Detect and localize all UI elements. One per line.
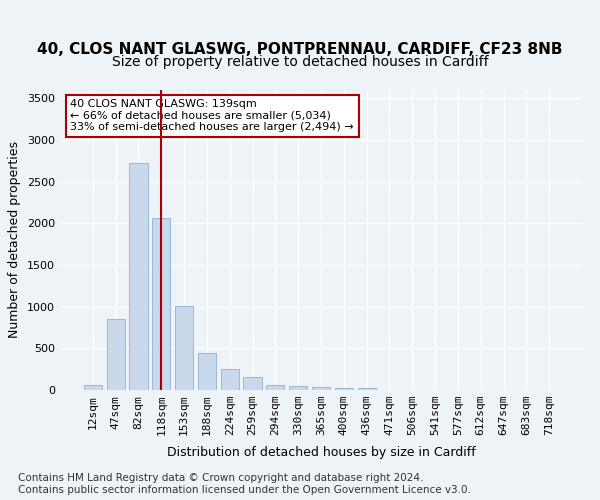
Bar — [198, 352, 216, 390]
Bar — [152, 218, 170, 390]
Bar — [175, 306, 193, 390]
Bar — [358, 388, 376, 390]
Y-axis label: Number of detached properties: Number of detached properties — [8, 142, 22, 338]
Bar — [221, 369, 239, 390]
X-axis label: Distribution of detached houses by size in Cardiff: Distribution of detached houses by size … — [167, 446, 475, 460]
Text: 40 CLOS NANT GLASWG: 139sqm
← 66% of detached houses are smaller (5,034)
33% of : 40 CLOS NANT GLASWG: 139sqm ← 66% of det… — [70, 99, 354, 132]
Text: Size of property relative to detached houses in Cardiff: Size of property relative to detached ho… — [112, 55, 488, 69]
Bar — [107, 319, 125, 390]
Bar — [312, 386, 330, 390]
Bar — [335, 388, 353, 390]
Bar — [244, 376, 262, 390]
Bar — [84, 386, 102, 390]
Text: 40, CLOS NANT GLASWG, PONTPRENNAU, CARDIFF, CF23 8NB: 40, CLOS NANT GLASWG, PONTPRENNAU, CARDI… — [37, 42, 563, 58]
Bar — [266, 384, 284, 390]
Bar — [130, 164, 148, 390]
Bar — [289, 386, 307, 390]
Text: Contains HM Land Registry data © Crown copyright and database right 2024.
Contai: Contains HM Land Registry data © Crown c… — [18, 474, 471, 495]
